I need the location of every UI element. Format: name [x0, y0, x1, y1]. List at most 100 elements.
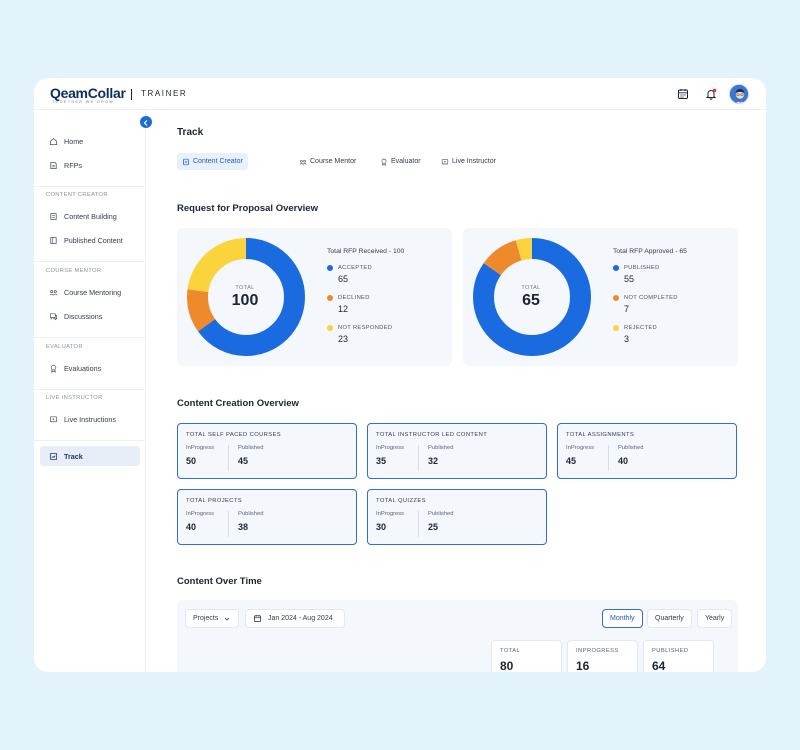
- sidebar-item-course-mentoring[interactable]: Course Mentoring: [40, 282, 140, 302]
- logo-tagline: TOGETHER WE GROW: [52, 100, 115, 104]
- legend-item-declined: DECLINED 12: [327, 295, 370, 314]
- total-label: INPROGRESS: [576, 648, 619, 654]
- tab-live-instructor[interactable]: Live Instructor: [436, 153, 501, 170]
- sidebar-item-label: Live Instructions: [64, 414, 116, 424]
- legend-label: NOT RESPONDED: [338, 325, 393, 331]
- sidebar-item-rfps[interactable]: RFPs: [40, 155, 140, 175]
- total-card-inprogress: INPROGRESS 16: [567, 640, 638, 672]
- stat-card-instructor-led-content[interactable]: TOTAL INSTRUCTOR LED CONTENT InProgress …: [367, 423, 547, 479]
- app-window: QeamCollar TOGETHER WE GROW TRAINER: [34, 78, 766, 672]
- tab-label: Live Instructor: [452, 158, 496, 165]
- stat-published: Published 40: [618, 445, 643, 466]
- tab-label: Evaluator: [391, 158, 421, 165]
- period-yearly-button[interactable]: Yearly: [697, 609, 733, 628]
- donut-slice-rejected[interactable]: [473, 238, 591, 356]
- legend-dot: [327, 295, 333, 301]
- stat-published-label: Published: [618, 445, 644, 451]
- legend-item-not-completed: NOT COMPLETED 7: [613, 295, 678, 314]
- tab-label: Content Creator: [193, 158, 243, 165]
- total-value: 16: [576, 659, 590, 672]
- period-monthly-button[interactable]: Monthly: [602, 609, 643, 628]
- sidebar-item-content-building[interactable]: Content Building: [40, 206, 140, 226]
- legend-dot: [613, 325, 619, 331]
- sidebar-item-label: Published Content: [64, 235, 123, 245]
- stat-inprogress: InProgress 35: [376, 445, 404, 466]
- content-type-select[interactable]: Projects: [185, 609, 239, 628]
- stat-card-title: TOTAL INSTRUCTOR LED CONTENT: [376, 432, 488, 438]
- period-label: Monthly: [610, 615, 635, 622]
- total-card-published: PUBLISHED 64: [643, 640, 714, 672]
- stat-inprogress-label: InProgress: [186, 445, 215, 451]
- stat-card-title: TOTAL QUIZZES: [376, 498, 426, 504]
- calendar-icon[interactable]: [676, 87, 690, 101]
- tab-content-creator[interactable]: Content Creator: [177, 153, 248, 170]
- legend-label: PUBLISHED: [624, 265, 660, 271]
- legend-label: REJECTED: [624, 325, 657, 331]
- sidebar-divider: [34, 440, 146, 441]
- logo-text: QeamCollar: [50, 85, 126, 101]
- stat-published: Published 25: [428, 511, 453, 532]
- logo-divider: [131, 89, 132, 100]
- tab-evaluator[interactable]: Evaluator: [375, 153, 426, 170]
- stat-divider: [418, 445, 419, 471]
- stat-inprogress: InProgress 40: [186, 511, 214, 532]
- legend-dot: [613, 265, 619, 271]
- stat-inprogress-value: 35: [376, 456, 387, 466]
- stat-inprogress: InProgress 50: [186, 445, 214, 466]
- stat-published: Published 45: [238, 445, 263, 466]
- legend-item-published: PUBLISHED 55: [613, 265, 660, 284]
- sidebar-item-published-content[interactable]: Published Content: [40, 230, 140, 250]
- stat-card-title: TOTAL SELF PACED COURSES: [186, 432, 282, 438]
- stat-published-value: 45: [238, 456, 249, 466]
- content-type-value: Projects: [193, 615, 219, 622]
- legend-value: 65: [338, 274, 349, 284]
- top-header: QeamCollar TOGETHER WE GROW TRAINER: [34, 78, 766, 110]
- sidebar-item-live-instructions[interactable]: Live Instructions: [40, 409, 140, 429]
- sidebar-item-discussions[interactable]: Discussions: [40, 306, 140, 326]
- course-mentor-icon: [299, 159, 307, 165]
- sidebar-item-label: Evaluations: [64, 363, 102, 373]
- sidebar-divider: [34, 186, 146, 187]
- stat-card-quizzes[interactable]: TOTAL QUIZZES InProgress 30 Published 25: [367, 489, 547, 545]
- legend-value: 23: [338, 334, 349, 344]
- sidebar-section-title: LIVE INSTRUCTOR: [46, 395, 103, 401]
- sidebar-item-home[interactable]: Home: [40, 131, 140, 151]
- sidebar-item-evaluations[interactable]: Evaluations: [40, 358, 140, 378]
- stat-card-assignments[interactable]: TOTAL ASSIGNMENTS InProgress 45 Publishe…: [557, 423, 737, 479]
- stat-card-self-paced-courses[interactable]: TOTAL SELF PACED COURSES InProgress 50 P…: [177, 423, 357, 479]
- sidebar-item-label: Discussions: [64, 311, 103, 321]
- user-avatar[interactable]: [729, 84, 749, 104]
- stat-published-value: 38: [238, 522, 249, 532]
- stat-inprogress: InProgress 30: [376, 511, 404, 532]
- stat-published: Published 38: [238, 511, 263, 532]
- period-label: Yearly: [705, 615, 725, 622]
- stat-inprogress-label: InProgress: [376, 445, 405, 451]
- stat-inprogress-value: 45: [566, 456, 577, 466]
- sidebar-item-track[interactable]: Track: [40, 446, 140, 466]
- stat-published-value: 40: [618, 456, 629, 466]
- sidebar-item-label: Content Building: [64, 211, 117, 221]
- sidebar-section-title: COURSE MENTOR: [46, 268, 102, 274]
- stat-published-label: Published: [428, 511, 454, 517]
- donut-slice-not-responded[interactable]: [187, 238, 305, 356]
- stat-divider: [228, 511, 229, 537]
- stat-card-title: TOTAL PROJECTS: [186, 498, 243, 504]
- stat-card-title: TOTAL ASSIGNMENTS: [566, 432, 635, 438]
- donut-total-label: TOTAL: [521, 285, 541, 291]
- stat-card-projects[interactable]: TOTAL PROJECTS InProgress 40 Published 3…: [177, 489, 357, 545]
- date-range-picker[interactable]: Jan 2024 - Aug 2024: [245, 609, 345, 628]
- evaluator-icon: [381, 158, 387, 166]
- tab-course-mentor[interactable]: Course Mentor: [294, 153, 361, 170]
- stat-published-label: Published: [428, 445, 454, 451]
- period-quarterly-button[interactable]: Quarterly: [647, 609, 692, 628]
- donut-slice-declined[interactable]: [187, 238, 305, 356]
- rfp-overview-title: Request for Proposal Overview: [177, 203, 318, 214]
- stat-divider: [418, 511, 419, 537]
- legend-value: 12: [338, 304, 349, 314]
- legend-title: Total RFP Received - 100: [327, 248, 405, 255]
- logo[interactable]: QeamCollar TOGETHER WE GROW: [50, 85, 126, 104]
- notification-bell-icon[interactable]: [704, 87, 718, 101]
- sidebar: Home RFPs CONTENT CREATOR Content Buildi…: [34, 110, 146, 672]
- rfp-received-donut: [187, 238, 305, 356]
- sidebar-collapse-button[interactable]: [140, 116, 152, 128]
